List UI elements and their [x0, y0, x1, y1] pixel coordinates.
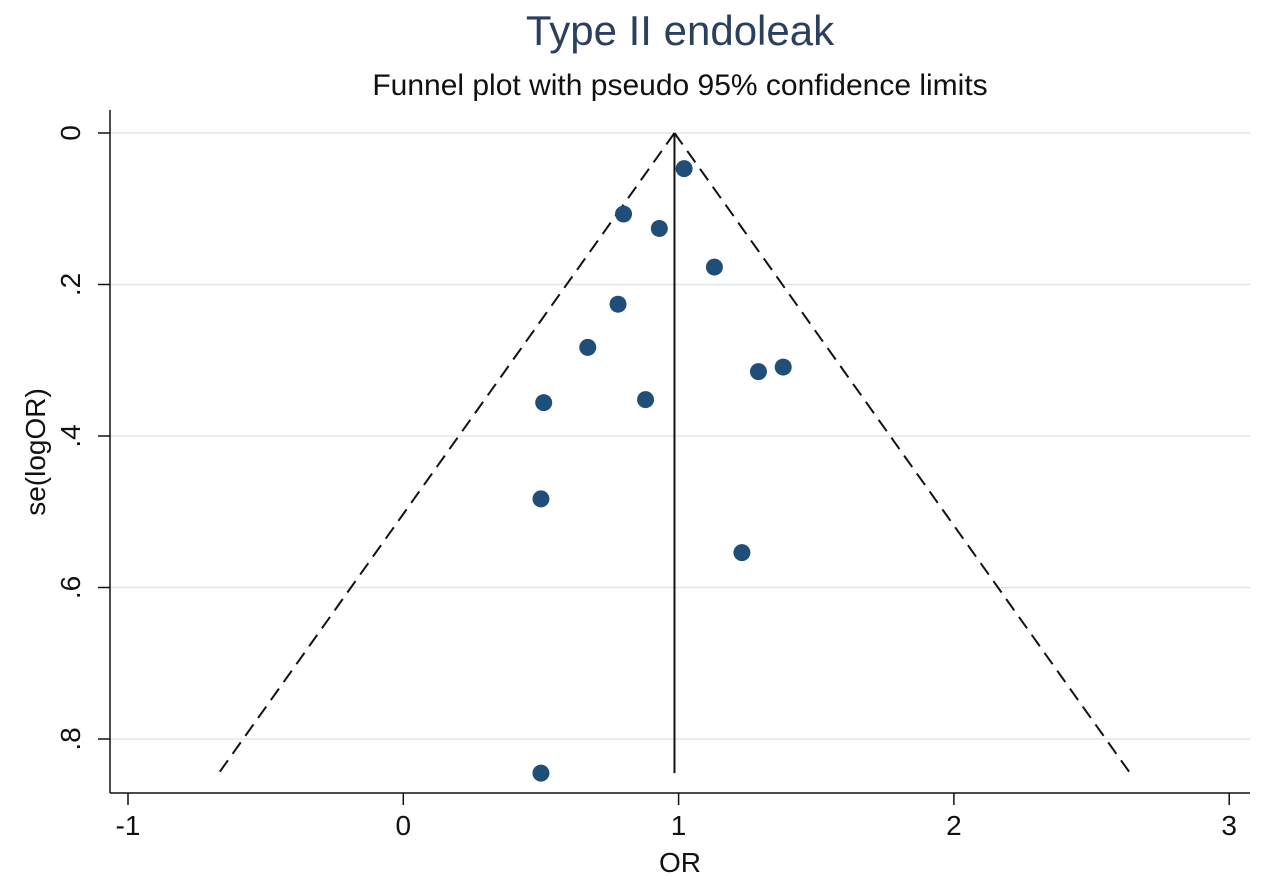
- data-point: [733, 544, 751, 562]
- grid-lines: [110, 132, 1250, 740]
- data-point: [532, 764, 550, 782]
- data-point: [579, 338, 597, 356]
- data-points: [532, 160, 792, 782]
- data-point: [774, 358, 792, 376]
- x-tick-label: 1: [671, 810, 687, 841]
- x-tick-label: -1: [116, 810, 141, 841]
- x-tick-label: 2: [946, 810, 962, 841]
- y-tick-label: 0: [55, 125, 86, 141]
- x-tick-label: 0: [396, 810, 412, 841]
- axes: -1 0 1 2 3 0 .2 .4 .6 .8: [55, 110, 1250, 841]
- data-point: [609, 295, 627, 313]
- y-tick-label: .2: [55, 273, 86, 296]
- chart-title: Type II endoleak: [526, 7, 835, 54]
- y-axis-title: se(logOR): [20, 388, 51, 516]
- data-point: [705, 258, 723, 276]
- y-tick-label: .8: [55, 727, 86, 750]
- y-tick-label: .4: [55, 424, 86, 447]
- confidence-limits: [218, 132, 1131, 774]
- data-point: [650, 219, 668, 237]
- y-tick-label: .6: [55, 576, 86, 599]
- ci-right-limit: [673, 132, 1131, 774]
- data-point: [532, 490, 550, 508]
- data-point: [615, 205, 633, 223]
- ci-left-limit: [218, 132, 676, 774]
- chart-subtitle: Funnel plot with pseudo 95% confidence l…: [372, 69, 987, 102]
- data-point: [535, 394, 553, 412]
- x-axis-title: OR: [659, 847, 701, 878]
- data-point: [749, 363, 767, 381]
- data-point: [675, 160, 693, 178]
- data-point: [637, 391, 655, 409]
- x-tick-label: 3: [1221, 810, 1237, 841]
